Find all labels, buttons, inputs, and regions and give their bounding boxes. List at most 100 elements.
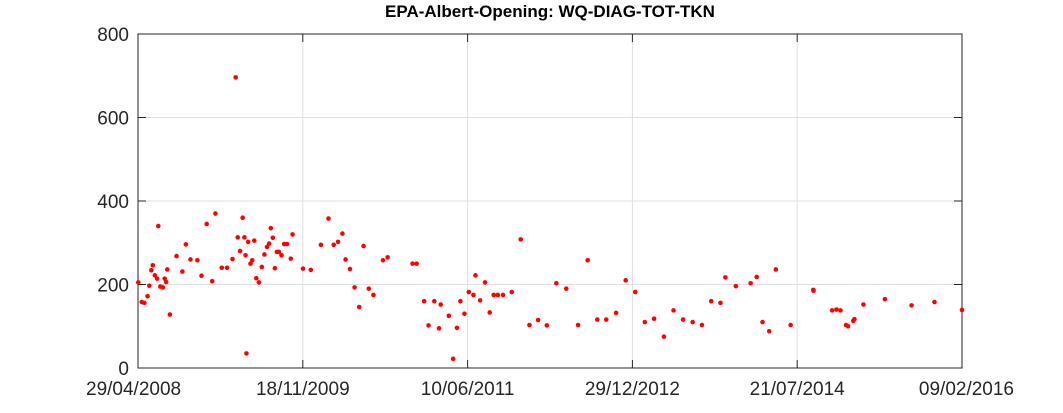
data-point [834,307,839,312]
y-axis: 0 200 400 600 800 [97,25,962,380]
data-point [300,266,306,271]
data-point [209,278,215,284]
data-point [164,267,170,272]
data-point [335,239,341,245]
data-point [438,302,443,307]
data-point [160,285,166,290]
data-point [410,261,415,266]
data-point [318,242,324,248]
data-point [718,300,723,306]
chart-title: EPA-Albert-Opening: WQ-DIAG-TOT-TKN [385,2,715,21]
data-point [224,265,230,271]
data-point [237,248,243,254]
data-point [500,292,506,298]
data-point [268,225,274,231]
data-point [253,275,259,281]
data-point [766,328,772,334]
data-point [180,269,185,274]
data-point [326,216,331,221]
data-point [135,280,141,285]
data-point [852,316,857,322]
data-point [256,280,262,285]
data-point [371,292,376,298]
data-point [290,232,295,237]
data-point [829,308,835,313]
data-point [163,279,169,285]
data-point [233,75,239,80]
data-point [149,268,154,273]
data-point [594,317,600,322]
data-point [642,319,648,325]
data-point [340,231,345,236]
data-point [183,242,189,247]
data-point [284,241,290,247]
data-point [788,322,793,328]
data-point [150,262,156,268]
data-point [380,257,386,263]
data-point [199,273,204,279]
data-point [723,275,728,280]
data-point [213,211,218,216]
data-point [671,308,676,313]
data-point [446,313,452,319]
data-point [154,276,160,281]
data-point [708,298,714,304]
data-point [909,303,914,308]
data-point [244,351,249,356]
data-point [235,235,241,240]
data-point [491,292,497,298]
data-points [135,75,965,362]
y-tick-label: 800 [97,25,129,46]
data-point [421,298,427,304]
data-point [352,285,357,290]
data-point [473,273,478,278]
data-point [651,316,657,322]
data-point [414,261,419,266]
data-point [152,273,158,278]
data-point [251,238,257,243]
data-point [748,280,753,286]
data-point [495,292,501,298]
grid-lines [138,34,962,368]
data-point [575,322,581,328]
data-point [243,252,248,258]
data-point [266,241,272,246]
data-point [754,274,760,280]
data-point [487,310,492,315]
data-point [145,293,150,299]
data-point [356,304,362,310]
data-point [932,299,937,305]
data-point [838,308,843,313]
data-point [458,298,463,304]
data-point [563,286,569,291]
data-point [623,278,628,283]
data-point [195,257,200,263]
data-point [585,257,590,263]
y-tick-label: 600 [97,109,129,130]
data-point [279,252,284,258]
y-tick-label: 0 [118,359,129,380]
data-point [690,319,695,325]
x-tick-label: 09/02/2016 [919,379,1014,400]
data-point [466,289,472,295]
data-point [454,325,460,331]
data-point [174,253,179,259]
x-tick-label: 21/07/2014 [750,379,846,400]
data-point [361,243,366,249]
data-point [219,265,225,271]
y-tick-label: 200 [97,276,129,297]
data-point [882,296,888,302]
x-axis: 29/04/2008 18/11/2009 10/06/2011 29/12/2012… [86,34,1014,400]
data-point [845,323,851,329]
data-point [249,257,255,263]
data-point [482,280,488,285]
data-point [773,267,779,272]
data-point [426,323,431,328]
data-point [270,235,276,241]
y-tick-label: 400 [97,192,129,213]
data-point [471,292,476,298]
data-point [366,286,372,291]
data-point [462,311,467,317]
x-tick-label: 18/11/2009 [256,379,350,400]
data-point [554,280,559,286]
